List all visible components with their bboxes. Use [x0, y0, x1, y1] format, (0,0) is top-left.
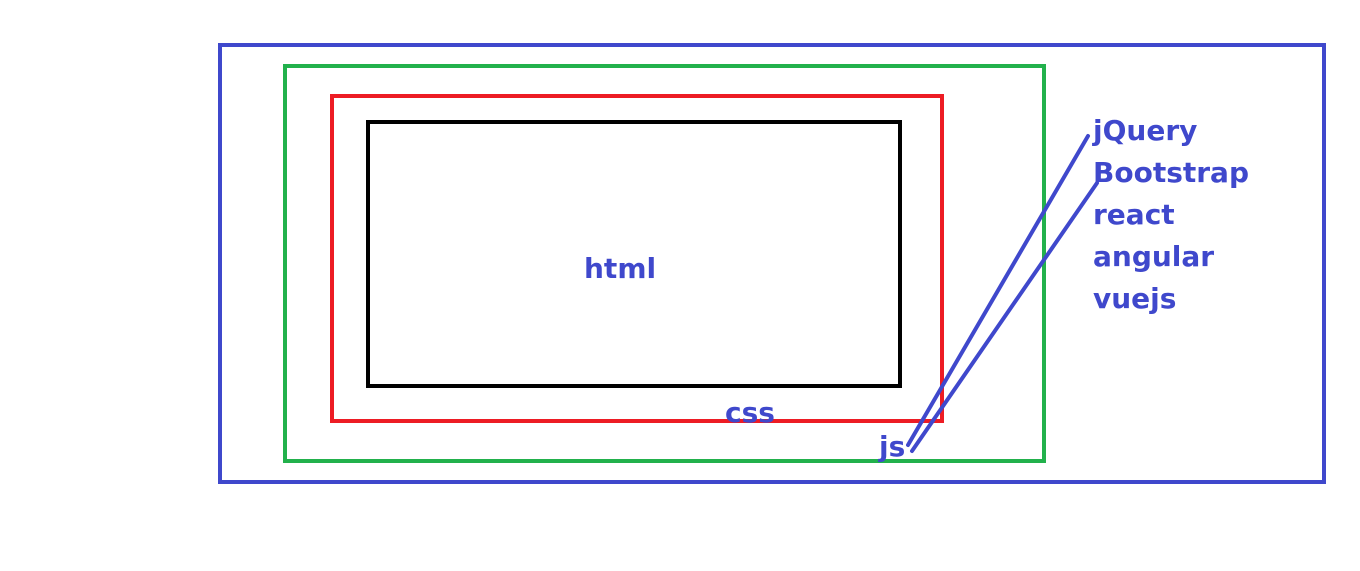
library-item-angular: angular: [1093, 240, 1215, 273]
outer-box: [218, 43, 1326, 484]
css-label: css: [725, 396, 775, 429]
library-item-jquery: jQuery: [1093, 114, 1198, 147]
html-label: html: [584, 252, 657, 285]
connector-line-jquery: [906, 134, 1090, 447]
library-list: jQuery Bootstrap react angular vuejs: [1093, 110, 1249, 320]
js-layer-box: [283, 64, 1046, 463]
library-item-react: react: [1093, 198, 1175, 231]
css-layer-box: [330, 94, 944, 423]
js-label: js: [879, 430, 906, 463]
library-item-vuejs: vuejs: [1093, 282, 1177, 315]
html-layer-box: [366, 120, 902, 388]
connector-line-bootstrap: [910, 181, 1099, 453]
library-item-bootstrap: Bootstrap: [1093, 156, 1249, 189]
